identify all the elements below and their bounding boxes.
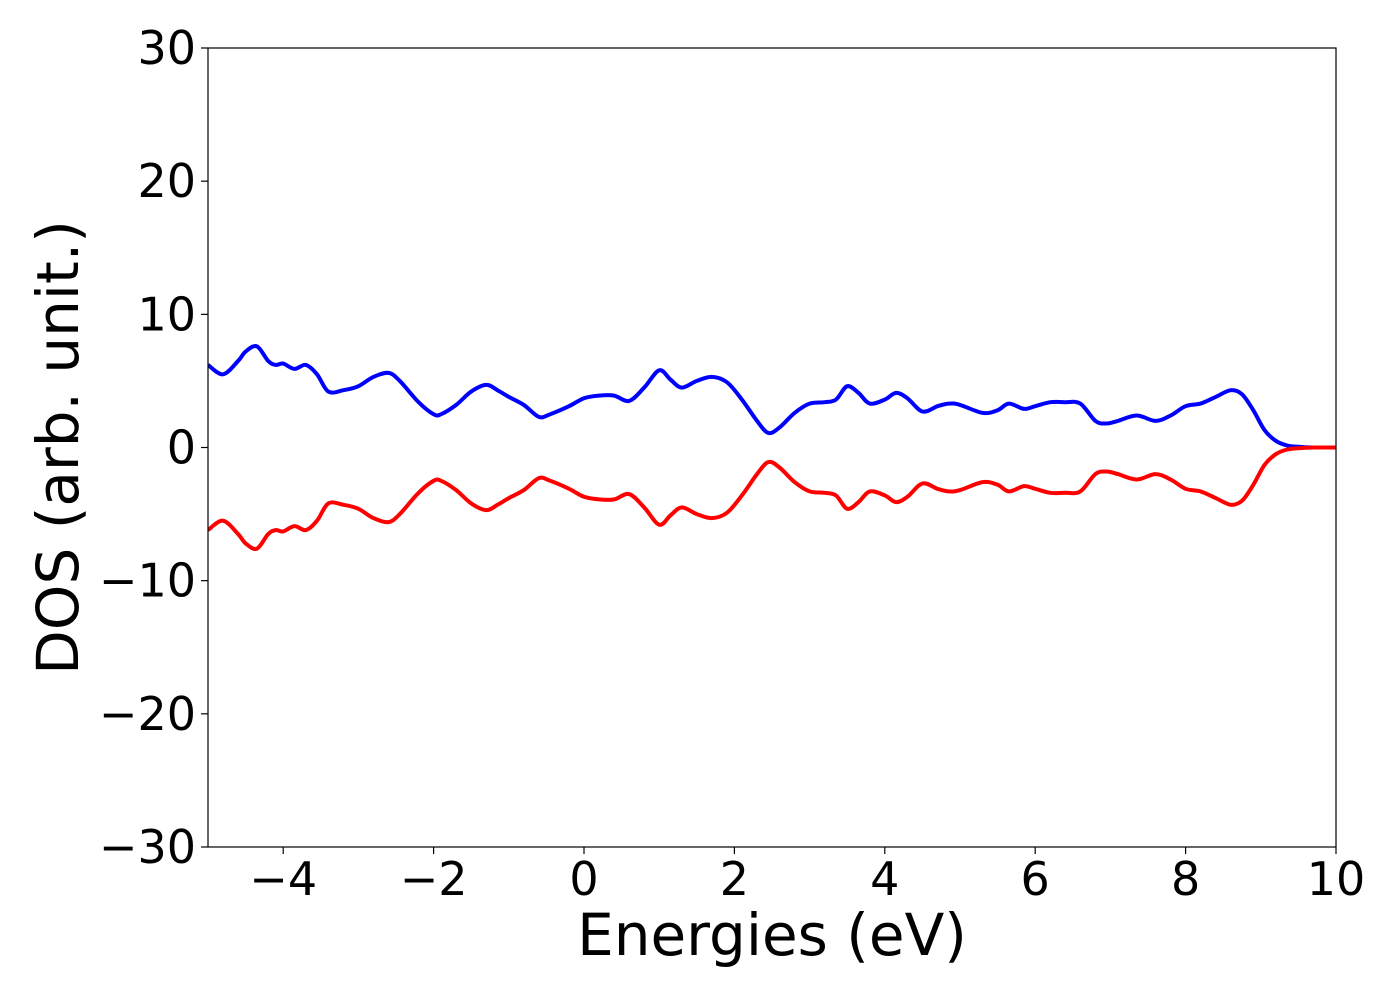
x-tick-label: 6: [1021, 852, 1050, 906]
plot-series-group: [208, 343, 1336, 552]
x-tick-label: 4: [870, 852, 899, 906]
y-tick-label: 30: [137, 21, 196, 75]
y-tick-label: −20: [99, 687, 196, 741]
y-tick-label: −10: [99, 554, 196, 608]
plot-frame: [207, 47, 1337, 848]
x-tick-label: −2: [400, 852, 468, 906]
x-tick-label: 10: [1307, 852, 1366, 906]
x-axis-ticks: −4 −2 0 2 4 6 8 10: [249, 847, 1365, 906]
y-tick-label: −30: [99, 820, 196, 874]
y-tick-label: 10: [137, 287, 196, 341]
x-tick-label: 2: [720, 852, 749, 906]
x-axis-label: Energies (eV): [577, 901, 967, 969]
series-line-red: [208, 445, 1336, 552]
y-tick-label: 20: [137, 154, 196, 208]
x-tick-label: 8: [1171, 852, 1200, 906]
series-line-blue: [208, 343, 1336, 450]
y-axis-label: DOS (arb. unit.): [24, 220, 92, 675]
y-axis-ticks: 30 20 10 0 −10 −20 −30: [99, 21, 208, 874]
x-tick-label: 0: [569, 852, 598, 906]
y-tick-label: 0: [167, 421, 196, 475]
x-tick-label: −4: [249, 852, 317, 906]
